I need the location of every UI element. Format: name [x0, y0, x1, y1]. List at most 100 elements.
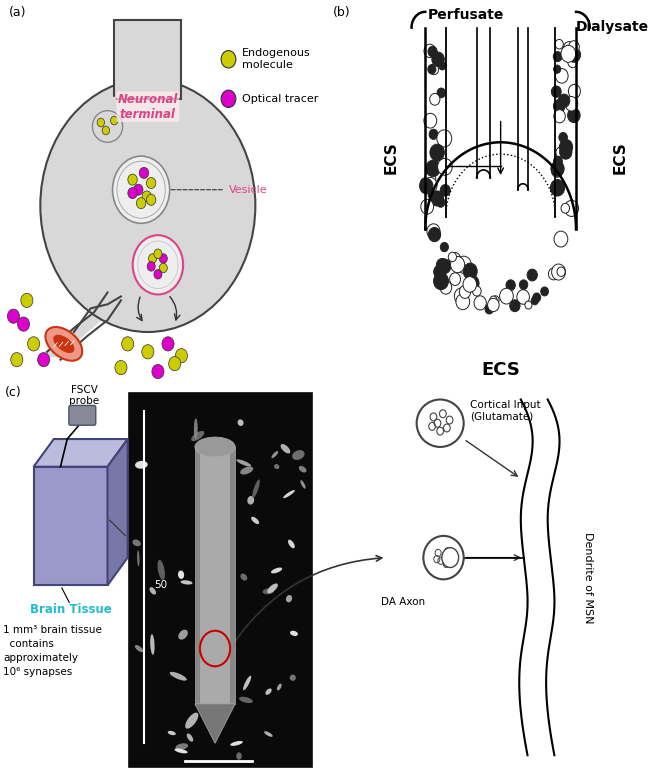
Circle shape — [555, 40, 563, 49]
Circle shape — [442, 548, 458, 567]
Circle shape — [432, 52, 444, 67]
Circle shape — [437, 198, 445, 207]
Ellipse shape — [286, 595, 292, 602]
Circle shape — [112, 156, 169, 223]
Ellipse shape — [267, 584, 278, 593]
Circle shape — [568, 108, 580, 122]
Circle shape — [533, 293, 541, 302]
Circle shape — [449, 253, 460, 266]
Circle shape — [554, 156, 562, 167]
Circle shape — [432, 149, 442, 161]
Circle shape — [564, 200, 579, 216]
Polygon shape — [34, 439, 128, 467]
Polygon shape — [34, 467, 108, 585]
Circle shape — [485, 305, 493, 314]
Ellipse shape — [170, 672, 187, 680]
Circle shape — [159, 264, 167, 273]
Circle shape — [561, 45, 576, 62]
Ellipse shape — [265, 688, 271, 695]
Ellipse shape — [263, 588, 274, 594]
Circle shape — [437, 129, 452, 147]
Circle shape — [541, 287, 548, 296]
Ellipse shape — [237, 460, 251, 467]
Ellipse shape — [195, 437, 235, 456]
Circle shape — [420, 177, 431, 191]
Circle shape — [556, 146, 566, 158]
Circle shape — [554, 110, 565, 123]
Ellipse shape — [251, 517, 259, 524]
Text: DA Axon: DA Axon — [381, 597, 425, 607]
Circle shape — [558, 94, 570, 108]
Circle shape — [146, 177, 156, 188]
Circle shape — [433, 265, 446, 278]
FancyBboxPatch shape — [69, 405, 95, 425]
Circle shape — [569, 84, 581, 98]
Ellipse shape — [53, 335, 75, 353]
Text: ECS: ECS — [384, 142, 398, 174]
Ellipse shape — [274, 464, 280, 469]
Circle shape — [154, 249, 162, 259]
Circle shape — [147, 262, 155, 271]
Ellipse shape — [290, 674, 296, 681]
Circle shape — [428, 64, 436, 74]
Circle shape — [429, 129, 438, 140]
Circle shape — [490, 296, 497, 305]
Circle shape — [102, 126, 110, 135]
Ellipse shape — [135, 645, 143, 652]
Ellipse shape — [300, 480, 306, 489]
Circle shape — [554, 231, 568, 247]
Text: Neuronal
terminal: Neuronal terminal — [118, 93, 178, 121]
Circle shape — [527, 269, 538, 281]
Ellipse shape — [150, 634, 155, 655]
Text: Optical tracer: Optical tracer — [242, 94, 319, 104]
Circle shape — [437, 88, 446, 98]
Circle shape — [488, 298, 499, 312]
Ellipse shape — [175, 743, 188, 750]
Ellipse shape — [277, 684, 282, 691]
Circle shape — [438, 259, 451, 274]
Circle shape — [169, 356, 181, 370]
Circle shape — [440, 184, 450, 196]
Ellipse shape — [241, 574, 247, 580]
Circle shape — [568, 57, 577, 67]
Circle shape — [569, 41, 579, 53]
Circle shape — [97, 118, 104, 127]
Ellipse shape — [239, 697, 253, 703]
Circle shape — [553, 52, 562, 62]
Ellipse shape — [423, 536, 464, 580]
Circle shape — [500, 288, 513, 304]
Circle shape — [424, 44, 435, 57]
Circle shape — [142, 191, 151, 202]
Ellipse shape — [243, 676, 251, 691]
Circle shape — [440, 281, 452, 294]
Circle shape — [146, 195, 156, 205]
Circle shape — [472, 286, 481, 296]
Circle shape — [421, 199, 433, 214]
Circle shape — [548, 268, 558, 280]
Circle shape — [450, 273, 460, 285]
Circle shape — [554, 99, 565, 112]
Ellipse shape — [135, 461, 148, 469]
Text: (b): (b) — [333, 6, 350, 19]
Polygon shape — [108, 439, 128, 585]
Ellipse shape — [185, 712, 198, 728]
Circle shape — [560, 140, 573, 154]
Circle shape — [567, 47, 581, 62]
Circle shape — [525, 301, 532, 309]
Text: Vesicle: Vesicle — [228, 184, 267, 195]
Circle shape — [139, 167, 149, 178]
Text: ECS: ECS — [481, 361, 520, 380]
Ellipse shape — [288, 539, 295, 549]
Circle shape — [517, 290, 530, 305]
Circle shape — [128, 174, 137, 185]
Circle shape — [465, 275, 479, 291]
Ellipse shape — [264, 732, 273, 737]
Circle shape — [463, 277, 476, 292]
Bar — [128, 391, 312, 767]
Ellipse shape — [194, 418, 198, 439]
Circle shape — [561, 203, 570, 213]
Circle shape — [437, 158, 452, 175]
Bar — [195, 447, 235, 704]
Ellipse shape — [281, 444, 290, 453]
Circle shape — [492, 296, 499, 305]
